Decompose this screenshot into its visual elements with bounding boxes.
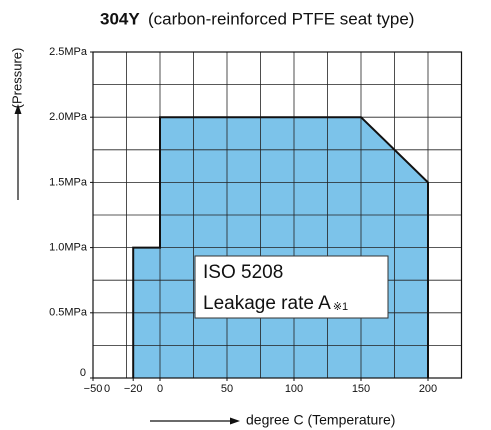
- y-tick-label: 2.0MPa: [49, 111, 88, 123]
- y-tick-label: 0: [80, 367, 86, 379]
- x-tick-label: 200: [419, 383, 437, 395]
- x-tick-label: 100: [285, 383, 303, 395]
- plot-border: [92, 51, 463, 379]
- y-tick-label: 1.5MPa: [49, 176, 88, 188]
- x-tick-label: 0: [157, 383, 163, 395]
- x-tick-label: 150: [352, 383, 370, 395]
- y-axis-arrow: [14, 104, 22, 200]
- y-tick-label: 2.5MPa: [49, 46, 88, 58]
- area-outline: [132, 116, 429, 378]
- x-tick-label: −20: [124, 383, 143, 395]
- x-axis-arrow: [150, 417, 240, 425]
- annotation-box: [194, 255, 389, 319]
- x-tick-label: −50: [84, 383, 103, 395]
- y-axis-label: (Pressure): [9, 48, 24, 109]
- y-tick-label: 1.0MPa: [49, 242, 88, 254]
- x-stray-label: 0: [104, 383, 110, 395]
- annotation-note: ※1: [333, 301, 348, 313]
- annotation: ISO 5208: [203, 262, 283, 283]
- chart-title-bold: 304Y: [100, 9, 140, 28]
- annotation: Leakage rate A: [203, 293, 331, 314]
- chart-title: (carbon-reinforced PTFE seat type): [148, 9, 414, 28]
- x-axis-label: degree C (Temperature): [246, 412, 395, 428]
- y-tick-label: 0.5MPa: [49, 307, 88, 319]
- x-tick-label: 50: [221, 383, 233, 395]
